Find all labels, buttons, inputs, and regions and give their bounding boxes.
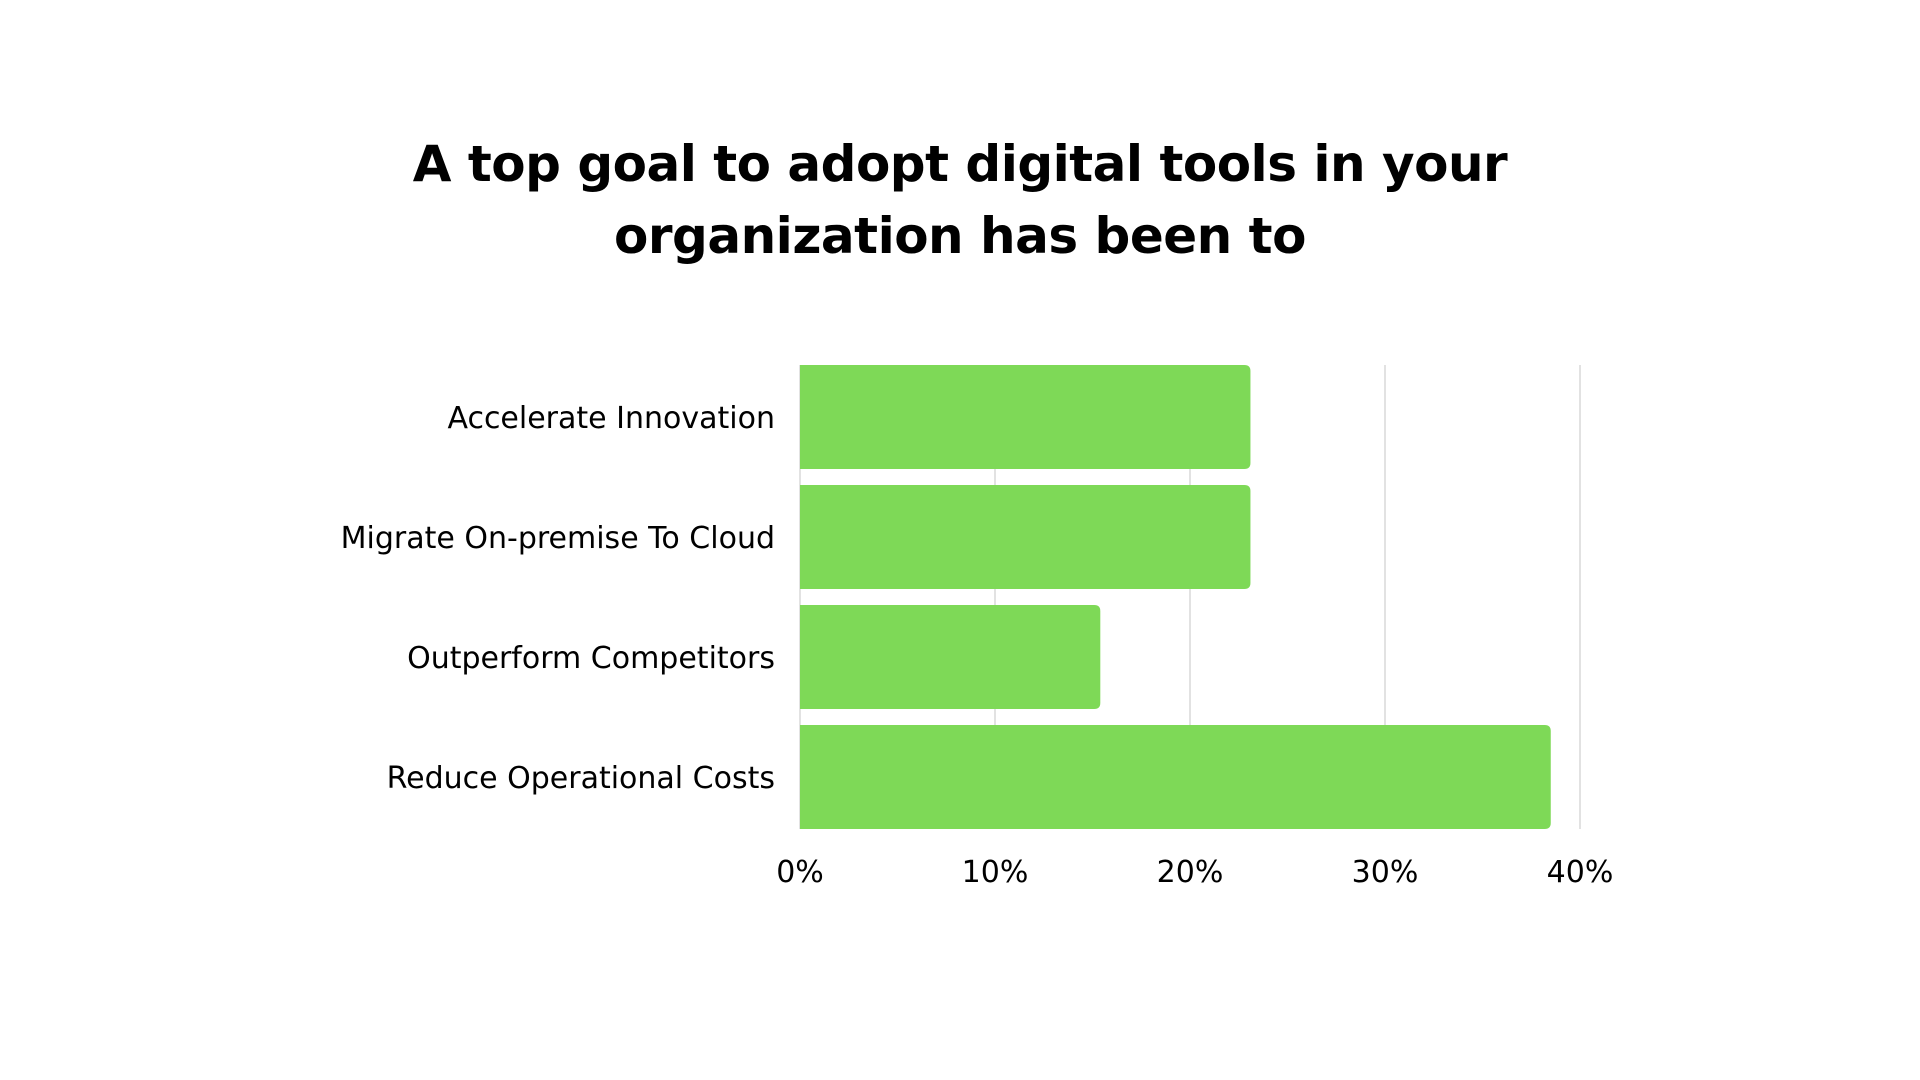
x-tick-label: 30% — [1352, 855, 1419, 890]
category-label: Accelerate Innovation — [447, 401, 775, 436]
category-labels: Accelerate Innovation Migrate On-premise … — [341, 401, 775, 796]
category-label: Migrate On-premise To Cloud — [341, 521, 775, 556]
bars — [800, 365, 1551, 829]
x-tick-label: 0% — [776, 855, 824, 890]
category-label: Reduce Operational Costs — [387, 761, 775, 796]
bar — [800, 365, 1251, 469]
x-tick-label: 20% — [1157, 855, 1224, 890]
bar — [800, 725, 1551, 829]
chart-title-line-1: A top goal to adopt digital tools in you… — [412, 135, 1508, 193]
category-label: Outperform Competitors — [407, 641, 775, 676]
x-tick-label: 40% — [1547, 855, 1614, 890]
chart-title: A top goal to adopt digital tools in you… — [0, 128, 1920, 272]
bar — [800, 605, 1101, 709]
bar — [800, 485, 1251, 589]
chart-title-line-2: organization has been to — [614, 207, 1306, 265]
x-axis-tick-labels: 0% 10% 20% 30% 40% — [776, 855, 1613, 890]
x-tick-label: 10% — [962, 855, 1029, 890]
